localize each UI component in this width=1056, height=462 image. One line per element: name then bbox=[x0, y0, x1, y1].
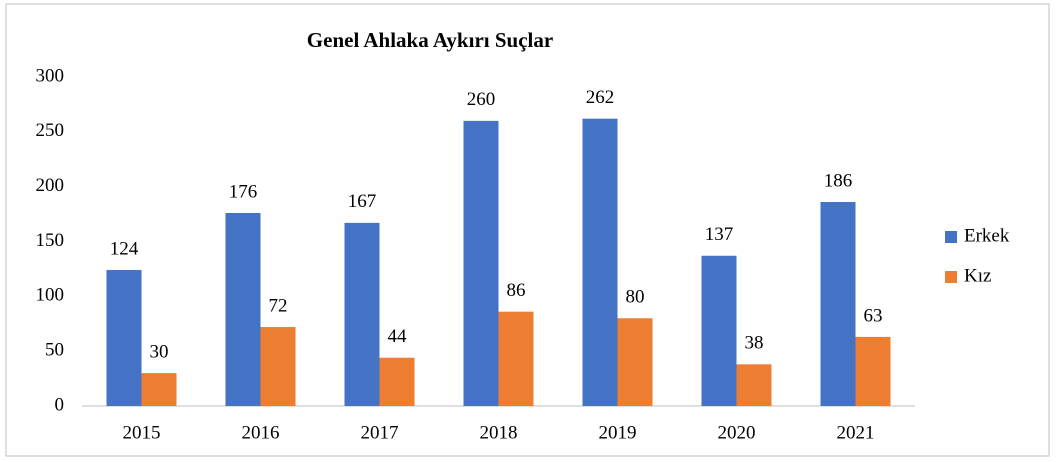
legend-swatch bbox=[945, 231, 957, 243]
bar bbox=[820, 202, 856, 406]
y-tick-label: 100 bbox=[36, 285, 65, 306]
y-tick-label: 250 bbox=[36, 120, 65, 141]
data-label: 38 bbox=[745, 333, 764, 354]
data-label: 72 bbox=[269, 295, 288, 316]
bar bbox=[260, 327, 296, 406]
y-tick-label: 200 bbox=[36, 175, 65, 196]
data-label: 30 bbox=[150, 341, 169, 362]
bar bbox=[106, 270, 142, 406]
bar bbox=[617, 318, 653, 406]
bar bbox=[344, 222, 380, 406]
bar bbox=[736, 364, 772, 406]
data-label: 124 bbox=[110, 238, 139, 259]
bar bbox=[379, 357, 415, 406]
x-tick-label: 2018 bbox=[480, 422, 518, 443]
x-tick-label: 2015 bbox=[123, 422, 161, 443]
y-tick-label: 0 bbox=[55, 394, 65, 415]
y-tick-label: 300 bbox=[36, 65, 65, 86]
data-label: 44 bbox=[388, 326, 408, 347]
chart-title: Genel Ahlaka Aykırı Suçlar bbox=[307, 28, 553, 52]
data-label: 260 bbox=[467, 89, 496, 110]
data-label: 80 bbox=[626, 287, 645, 308]
data-label: 186 bbox=[824, 170, 853, 191]
bar bbox=[225, 212, 261, 406]
bar bbox=[463, 120, 499, 406]
x-tick-label: 2021 bbox=[837, 422, 875, 443]
bar bbox=[855, 336, 891, 406]
data-label: 167 bbox=[348, 191, 377, 212]
bar bbox=[498, 311, 534, 406]
bar bbox=[582, 118, 618, 406]
data-label: 262 bbox=[586, 87, 615, 108]
x-tick-label: 2020 bbox=[718, 422, 756, 443]
bar bbox=[141, 373, 177, 406]
x-tick-label: 2019 bbox=[599, 422, 637, 443]
data-label: 176 bbox=[229, 181, 258, 202]
legend-swatch bbox=[945, 271, 957, 283]
legend-label: Erkek bbox=[964, 225, 1010, 246]
x-tick-label: 2017 bbox=[361, 422, 399, 443]
data-label: 137 bbox=[705, 224, 734, 245]
legend-label: Kız bbox=[964, 265, 991, 286]
bar bbox=[701, 255, 737, 406]
data-label: 86 bbox=[507, 280, 526, 301]
y-tick-label: 150 bbox=[36, 230, 65, 251]
y-tick-label: 50 bbox=[45, 340, 64, 361]
data-label: 63 bbox=[864, 305, 883, 326]
x-tick-label: 2016 bbox=[242, 422, 280, 443]
